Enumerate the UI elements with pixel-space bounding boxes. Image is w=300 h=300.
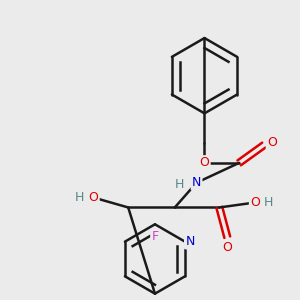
Text: H: H bbox=[264, 196, 274, 209]
Text: O: O bbox=[88, 191, 98, 204]
Text: F: F bbox=[152, 230, 158, 243]
Text: O: O bbox=[222, 241, 232, 254]
Text: N: N bbox=[192, 176, 201, 189]
Text: O: O bbox=[250, 196, 260, 209]
Text: H: H bbox=[75, 191, 84, 204]
Text: O: O bbox=[267, 136, 277, 148]
Text: H: H bbox=[174, 178, 184, 191]
Text: N: N bbox=[185, 235, 195, 248]
Text: O: O bbox=[200, 156, 209, 170]
